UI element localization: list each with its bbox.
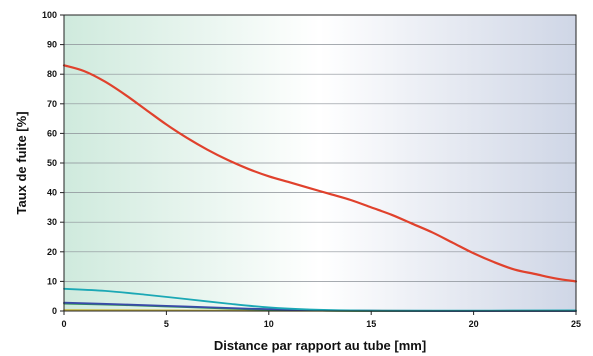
x-tick-label-5: 25 bbox=[571, 319, 581, 329]
x-axis-title: Distance par rapport au tube [mm] bbox=[214, 338, 426, 353]
series-line-0 bbox=[62, 64, 578, 283]
y-tick-label-8: 80 bbox=[47, 69, 57, 79]
x-tick-label-0: 0 bbox=[61, 319, 66, 329]
y-tick-label-0: 0 bbox=[52, 306, 57, 316]
x-tick-label-4: 20 bbox=[469, 319, 479, 329]
y-tick-label-7: 70 bbox=[47, 99, 57, 109]
y-tick-label-6: 60 bbox=[47, 128, 57, 138]
x-axis: 0 5 10 15 20 25 bbox=[61, 311, 581, 329]
x-tick-label-2: 10 bbox=[264, 319, 274, 329]
y-axis-title: Taux de fuite [%] bbox=[14, 111, 29, 214]
y-axis: 0 10 20 30 40 50 60 70 80 90 100 bbox=[42, 10, 64, 316]
y-tick-label-1: 10 bbox=[47, 276, 57, 286]
grid bbox=[64, 44, 576, 282]
x-tick-label-3: 15 bbox=[366, 319, 376, 329]
y-tick-label-4: 40 bbox=[47, 188, 57, 198]
y-tick-label-3: 30 bbox=[47, 217, 57, 227]
x-tick-label-1: 5 bbox=[164, 319, 169, 329]
y-tick-label-10: 100 bbox=[42, 10, 57, 20]
y-tick-label-9: 90 bbox=[47, 40, 57, 50]
y-tick-label-2: 20 bbox=[47, 247, 57, 257]
y-tick-label-5: 50 bbox=[47, 158, 57, 168]
